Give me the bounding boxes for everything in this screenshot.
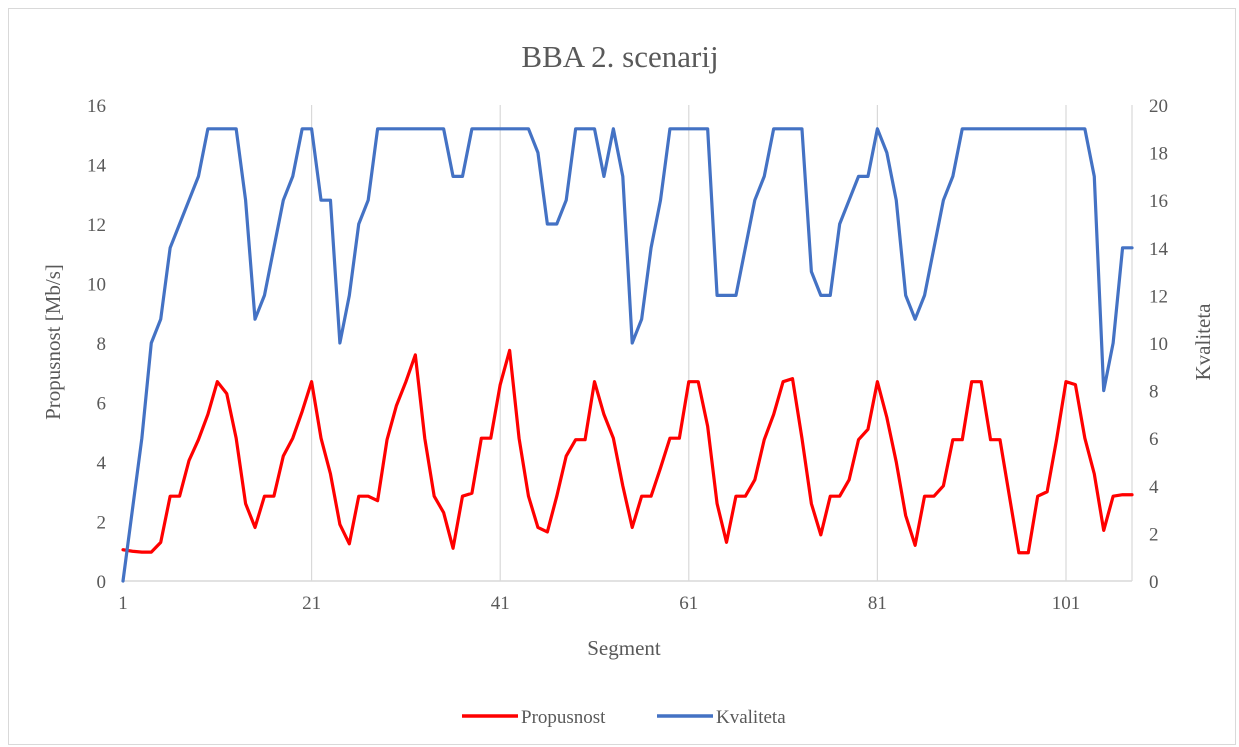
y2-tick-label: 6 bbox=[1149, 429, 1159, 450]
y-axis-title: Propusnost [Mb/s] bbox=[41, 264, 65, 420]
y-tick-label: 12 bbox=[87, 215, 106, 236]
y-tick-label: 14 bbox=[87, 156, 107, 177]
chart-title: BBA 2. scenarij bbox=[521, 39, 718, 74]
y2-tick-label: 14 bbox=[1149, 239, 1169, 260]
tick-labels: 1 21 41 61 81 1010246810121416024681012141618… bbox=[87, 96, 1169, 614]
x-tick-label: 81 bbox=[868, 593, 887, 614]
y2-tick-label: 16 bbox=[1149, 191, 1168, 212]
y2-tick-label: 2 bbox=[1149, 524, 1159, 545]
y2-tick-label: 12 bbox=[1149, 286, 1168, 307]
x-tick-label: 101 bbox=[1052, 593, 1081, 614]
legend-label-kvaliteta: Kvaliteta bbox=[716, 707, 786, 728]
y2-tick-label: 18 bbox=[1149, 144, 1168, 165]
legend: Propusnost Kvaliteta bbox=[462, 707, 786, 728]
series-lines bbox=[121, 127, 1134, 583]
y-tick-label: 8 bbox=[97, 334, 107, 355]
y-tick-label: 4 bbox=[97, 453, 107, 474]
legend-label-propusnost: Propusnost bbox=[521, 707, 606, 728]
gridlines bbox=[310, 105, 1133, 581]
y2-tick-label: 0 bbox=[1149, 572, 1159, 593]
series-line-kvaliteta bbox=[121, 127, 1134, 583]
y2-tick-label: 4 bbox=[1149, 477, 1159, 498]
chart-frame bbox=[8, 8, 1236, 745]
x-tick-label: 1 bbox=[118, 593, 128, 614]
x-tick-label: 21 bbox=[302, 593, 321, 614]
y-tick-label: 0 bbox=[97, 572, 107, 593]
y-tick-label: 16 bbox=[87, 96, 106, 117]
y-tick-label: 6 bbox=[97, 394, 107, 415]
x-tick-label: 61 bbox=[679, 593, 698, 614]
y2-tick-label: 20 bbox=[1149, 96, 1168, 117]
y2-axis-title: Kvaliteta bbox=[1191, 303, 1215, 381]
y-tick-label: 2 bbox=[97, 513, 107, 534]
x-tick-label: 41 bbox=[491, 593, 510, 614]
y2-tick-label: 10 bbox=[1149, 334, 1168, 355]
x-axis-title: Segment bbox=[587, 636, 661, 660]
y-tick-label: 10 bbox=[87, 275, 106, 296]
y2-tick-label: 8 bbox=[1149, 382, 1159, 403]
series-line-propusnost bbox=[121, 348, 1134, 555]
